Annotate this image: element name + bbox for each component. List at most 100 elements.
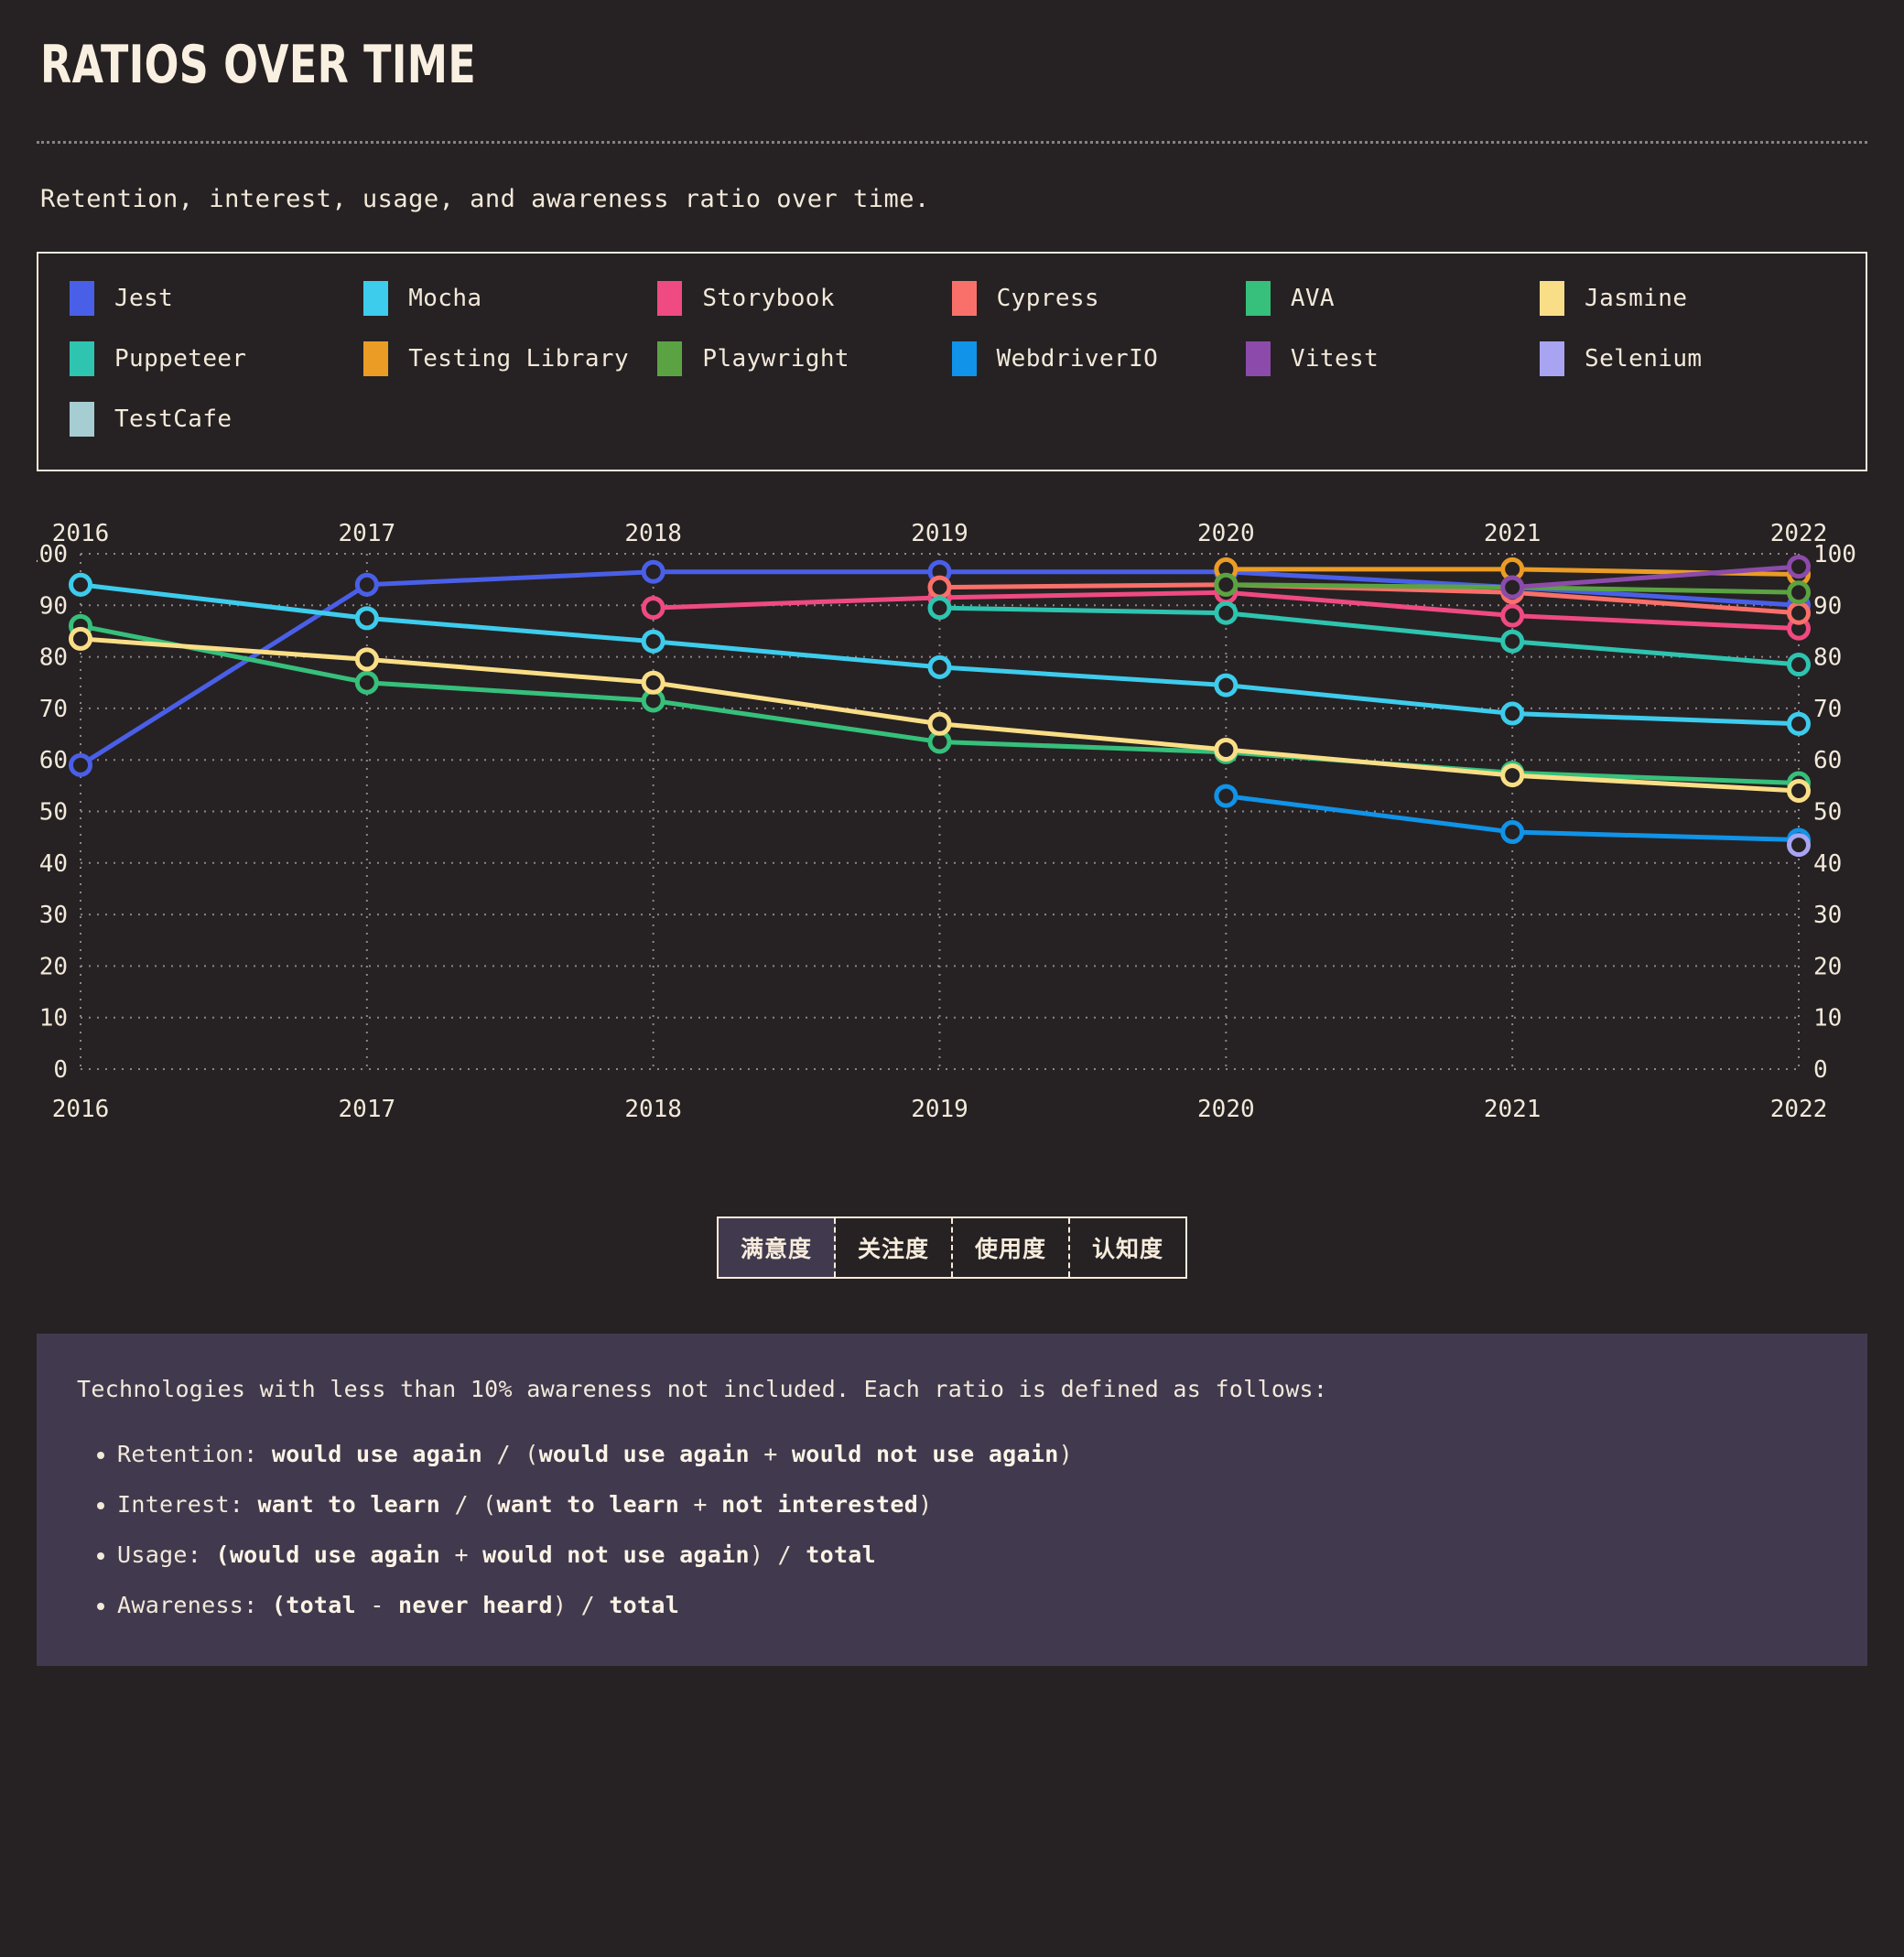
x-tick-bottom: 2019 — [911, 1096, 968, 1123]
y-tick-right: 90 — [1813, 592, 1842, 620]
footnote-intro: Technologies with less than 10% awarenes… — [77, 1376, 1328, 1402]
legend-color-swatch — [70, 341, 94, 376]
tab-3[interactable]: 认知度 — [1070, 1218, 1185, 1277]
x-tick-bottom: 2022 — [1770, 1096, 1828, 1123]
series-point[interactable] — [1500, 820, 1525, 845]
series-point[interactable] — [641, 670, 665, 695]
legend-item-label: Storybook — [702, 285, 835, 312]
y-tick-left: 60 — [39, 747, 68, 774]
series-point[interactable] — [1500, 763, 1525, 788]
legend-item[interactable]: Testing Library — [363, 341, 657, 376]
series-point[interactable] — [1500, 629, 1525, 654]
series-point[interactable] — [927, 596, 952, 621]
x-tick-top: 2017 — [339, 520, 396, 547]
series-point[interactable] — [69, 572, 92, 597]
legend-item[interactable]: Mocha — [363, 281, 657, 316]
series-line — [78, 623, 1801, 786]
x-tick-bottom: 2021 — [1484, 1096, 1542, 1123]
x-tick-top: 2020 — [1197, 520, 1255, 547]
series-point[interactable] — [1214, 572, 1239, 597]
x-tick-top: 2018 — [624, 520, 682, 547]
legend-item[interactable]: WebdriverIO — [951, 341, 1246, 376]
y-tick-left: 30 — [39, 902, 68, 929]
series-point[interactable] — [1787, 580, 1811, 605]
y-tick-left: 20 — [39, 953, 68, 980]
series-point[interactable] — [1214, 673, 1239, 697]
series-point[interactable] — [1787, 555, 1811, 579]
series-point[interactable] — [1787, 711, 1811, 736]
tab-1[interactable]: 关注度 — [836, 1218, 953, 1277]
legend-item[interactable]: AVA — [1245, 281, 1540, 316]
y-tick-right: 60 — [1813, 747, 1842, 774]
tab-0[interactable]: 满意度 — [718, 1218, 836, 1277]
series-point[interactable] — [1214, 737, 1239, 762]
series-point[interactable] — [1500, 701, 1525, 726]
legend-color-swatch — [657, 281, 683, 316]
y-tick-right: 80 — [1813, 644, 1842, 672]
legend-item[interactable]: TestCafe — [70, 402, 363, 437]
title-divider — [37, 141, 1867, 144]
legend-item[interactable]: Jest — [70, 281, 363, 316]
series-point[interactable] — [927, 711, 952, 736]
legend-item-label: AVA — [1290, 285, 1335, 312]
series-point[interactable] — [1787, 778, 1811, 803]
legend-color-swatch — [1540, 281, 1565, 316]
series-point[interactable] — [1500, 575, 1525, 600]
legend-item[interactable]: Puppeteer — [70, 341, 363, 376]
y-tick-right: 10 — [1813, 1005, 1842, 1033]
footnote-item: Retention: would use again / (would use … — [117, 1441, 1827, 1467]
series-point[interactable] — [354, 572, 379, 597]
legend-color-swatch — [70, 281, 94, 316]
x-tick-top: 2021 — [1484, 520, 1542, 547]
legend-item-label: Jasmine — [1585, 285, 1688, 312]
series-point[interactable] — [1787, 833, 1811, 858]
series-point[interactable] — [354, 606, 379, 631]
ratio-tabs[interactable]: 满意度 关注度 使用度 认知度 — [716, 1216, 1188, 1279]
legend-item-label: Selenium — [1585, 345, 1703, 373]
x-tick-bottom: 2017 — [339, 1096, 396, 1123]
legend-item-label: WebdriverIO — [996, 345, 1159, 373]
legend-item[interactable]: Cypress — [951, 281, 1246, 316]
series-line — [1509, 564, 1801, 590]
series-point[interactable] — [641, 596, 665, 621]
chart-container: 2016 2017 2018 2019 2020 2021 2022 0 0 10 10 20 20 30… — [37, 515, 1867, 1156]
x-tick-top: 2019 — [911, 520, 968, 547]
page-subtitle: Retention, interest, usage, and awarenes… — [40, 185, 930, 213]
y-tick-left: 90 — [39, 592, 68, 620]
series-point[interactable] — [69, 626, 92, 651]
series-point[interactable] — [69, 752, 92, 777]
series-point[interactable] — [1500, 603, 1525, 628]
y-tick-right: 50 — [1813, 799, 1842, 827]
series-point[interactable] — [641, 559, 665, 584]
series-point[interactable] — [354, 670, 379, 695]
legend-item[interactable]: Playwright — [657, 341, 951, 376]
legend-color-swatch — [951, 281, 977, 316]
series-point[interactable] — [927, 575, 952, 600]
y-tick-right: 20 — [1813, 953, 1842, 980]
series-point[interactable] — [927, 654, 952, 679]
series-point[interactable] — [1214, 784, 1239, 808]
chart-tabs-row: 满意度 关注度 使用度 认知度 — [37, 1216, 1867, 1279]
legend-color-swatch — [363, 281, 389, 316]
legend-color-swatch — [1245, 281, 1271, 316]
y-tick-left: 70 — [39, 696, 68, 723]
series-point[interactable] — [1214, 600, 1239, 625]
legend-item[interactable]: Jasmine — [1540, 281, 1834, 316]
chart-legend: Jest Mocha Storybook Cypress AVA Jasmine Puppe… — [37, 252, 1867, 471]
y-tick-right: 0 — [1813, 1056, 1828, 1084]
series-point[interactable] — [1787, 653, 1811, 677]
y-tick-left: 40 — [39, 850, 68, 878]
legend-color-swatch — [657, 341, 683, 376]
legend-item[interactable]: Selenium — [1540, 341, 1834, 376]
y-tick-right: 30 — [1813, 902, 1842, 929]
legend-item[interactable]: Vitest — [1245, 341, 1540, 376]
tab-2[interactable]: 使用度 — [953, 1218, 1071, 1277]
series-point[interactable] — [1787, 600, 1811, 625]
footnote-item: Usage: (would use again + would not use … — [117, 1541, 1827, 1568]
series-point[interactable] — [641, 629, 665, 654]
legend-item[interactable]: Storybook — [657, 281, 951, 316]
legend-item-label: Testing Library — [408, 345, 630, 373]
series-point[interactable] — [354, 647, 379, 672]
footnote-list: Retention: would use again / (would use … — [77, 1441, 1827, 1618]
